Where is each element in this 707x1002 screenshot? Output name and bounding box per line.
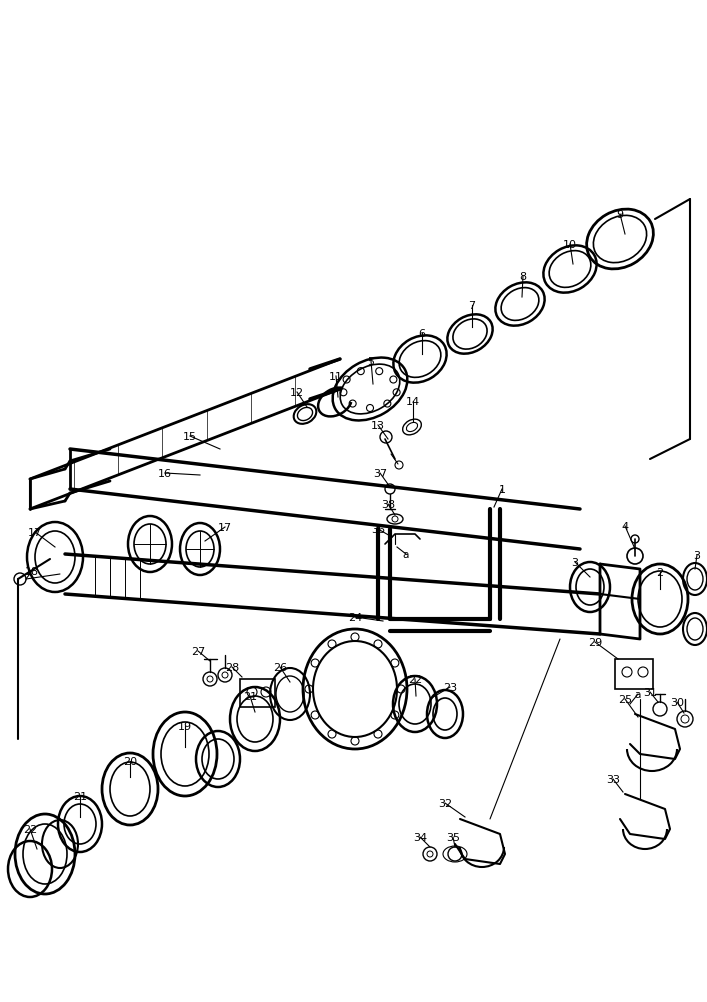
Text: 33: 33 (606, 775, 620, 785)
Bar (240, 679, 275, 707)
Text: 9: 9 (617, 209, 624, 219)
Text: 16: 16 (158, 469, 172, 479)
Text: 10: 10 (563, 239, 577, 249)
Text: 17: 17 (28, 527, 42, 537)
Text: 1: 1 (498, 485, 506, 495)
Text: 27: 27 (191, 646, 205, 656)
Text: 24: 24 (348, 612, 362, 622)
Text: 13: 13 (371, 421, 385, 431)
Text: 22: 22 (23, 825, 37, 835)
Text: 7: 7 (469, 301, 476, 311)
Text: 26: 26 (273, 662, 287, 672)
Text: a: a (635, 689, 641, 699)
Text: 34: 34 (413, 833, 427, 842)
Text: 18: 18 (25, 566, 39, 576)
Text: 11: 11 (329, 372, 343, 382)
Text: 6: 6 (419, 329, 426, 339)
Text: 2: 2 (656, 567, 664, 577)
Text: 23: 23 (443, 682, 457, 692)
Text: 8: 8 (520, 272, 527, 282)
Text: 21: 21 (243, 691, 257, 701)
Text: 17: 17 (218, 522, 232, 532)
Text: 25: 25 (618, 694, 632, 704)
Text: 20: 20 (123, 757, 137, 767)
Bar (615, 659, 653, 689)
Text: 3: 3 (571, 557, 578, 567)
Text: 3: 3 (694, 550, 701, 560)
Text: 29: 29 (588, 637, 602, 647)
Text: 21: 21 (73, 792, 87, 802)
Text: a: a (403, 549, 409, 559)
Text: 31: 31 (643, 687, 657, 697)
Text: 32: 32 (438, 799, 452, 809)
Text: 14: 14 (406, 397, 420, 407)
Text: 37: 37 (373, 469, 387, 479)
Text: 35: 35 (446, 833, 460, 842)
Text: 19: 19 (178, 721, 192, 731)
Text: 36: 36 (371, 524, 385, 534)
Text: 12: 12 (290, 388, 304, 398)
Text: 5: 5 (368, 357, 375, 367)
Text: 4: 4 (621, 521, 629, 531)
Text: 38: 38 (381, 500, 395, 509)
Text: 22: 22 (408, 674, 422, 684)
Text: 28: 28 (225, 662, 239, 672)
Text: 30: 30 (670, 697, 684, 707)
Text: 15: 15 (183, 432, 197, 442)
